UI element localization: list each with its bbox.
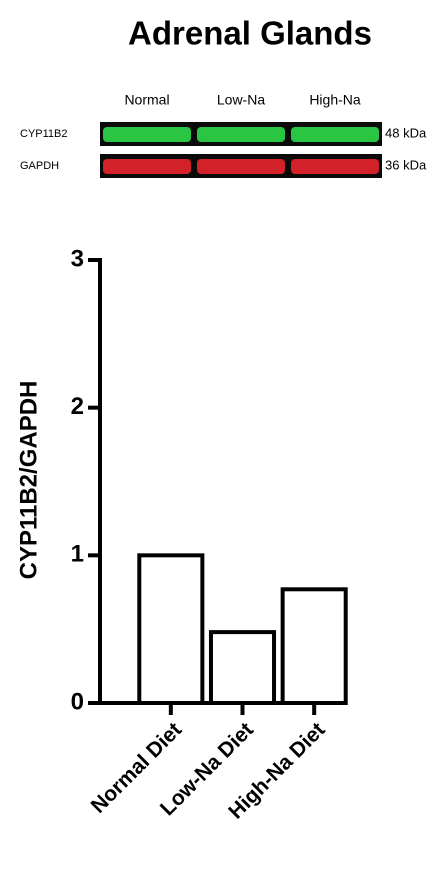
- row-size: 36 kDa: [385, 157, 427, 172]
- y-tick-label: 1: [71, 541, 84, 568]
- blot-band: [291, 159, 379, 174]
- row-size: 48 kDa: [385, 125, 427, 140]
- page: Adrenal Glands CYP11B2/GAPDH Normal Low-N…: [0, 0, 447, 889]
- blot-band: [103, 159, 191, 174]
- chart: Adrenal Glands CYP11B2/GAPDH Normal Low-N…: [0, 0, 447, 889]
- bar: [283, 589, 346, 703]
- chart-title: Adrenal Glands: [128, 15, 372, 52]
- y-tick-label: 3: [71, 245, 84, 272]
- lane-label: High-Na: [309, 92, 361, 108]
- row-label: CYP11B2: [20, 128, 68, 140]
- lane-label: Low-Na: [217, 92, 265, 108]
- y-tick-label: 0: [71, 688, 84, 715]
- lane-label: Normal: [124, 92, 169, 108]
- blot-band: [197, 127, 285, 142]
- bar: [211, 632, 274, 703]
- y-tick-label: 2: [71, 393, 84, 420]
- y-axis-label: CYP11B2/GAPDH: [15, 381, 42, 580]
- row-label: GAPDH: [20, 160, 59, 172]
- blot-band: [103, 127, 191, 142]
- bar: [139, 555, 202, 703]
- blot-band: [291, 127, 379, 142]
- blot-band: [197, 159, 285, 174]
